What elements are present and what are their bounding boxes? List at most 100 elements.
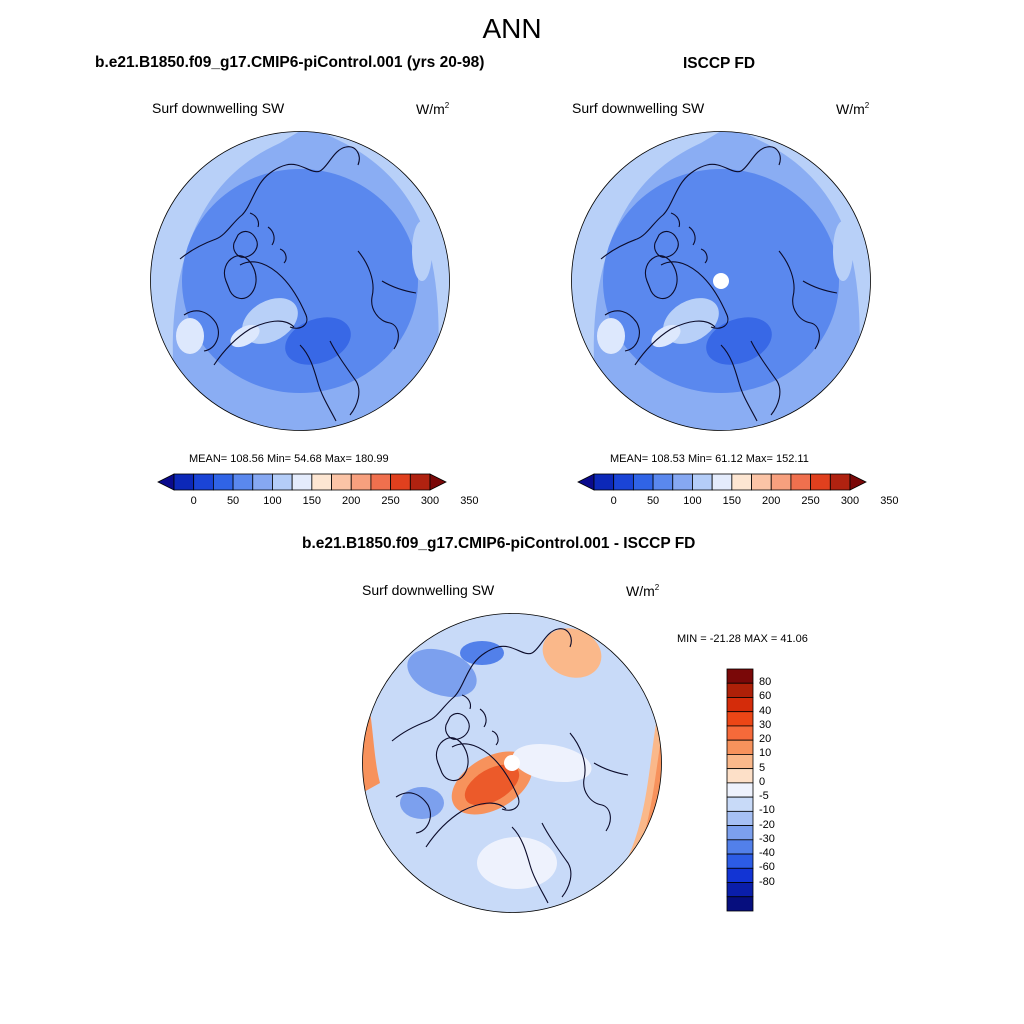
panel-title-diff: b.e21.B1850.f09_g17.CMIP6-piControl.001 … xyxy=(302,535,696,552)
colorbar-swatch xyxy=(193,473,214,491)
coastline xyxy=(381,280,417,294)
colorbar-tick-label: 200 xyxy=(762,495,781,507)
coastline xyxy=(445,712,470,740)
colorbar-swatch xyxy=(350,473,372,491)
field-region-high xyxy=(833,221,853,281)
coastline xyxy=(720,344,758,422)
colorbar-swatch xyxy=(311,473,332,491)
colorbar-obs xyxy=(577,473,867,491)
coastline xyxy=(511,826,549,904)
colorbar-swatch xyxy=(577,473,595,491)
colorbar-swatch xyxy=(726,739,754,755)
units-label-diff: W/m2 xyxy=(626,583,660,599)
field-region-high xyxy=(597,318,625,354)
units-label-model: W/m2 xyxy=(416,101,450,117)
coastline xyxy=(634,320,716,366)
field-region-negative xyxy=(400,787,444,819)
coastline xyxy=(660,261,729,329)
colorbar-swatch xyxy=(726,896,754,912)
map-border xyxy=(571,131,871,431)
coastline xyxy=(233,230,258,258)
colorbar-swatch xyxy=(593,473,615,491)
field-region-outer xyxy=(150,131,300,431)
colorbar-swatch xyxy=(726,782,754,798)
colorbar-swatch xyxy=(770,473,792,491)
colorbar-model xyxy=(157,473,447,491)
colorbar-swatch xyxy=(672,473,693,491)
coastline xyxy=(569,732,611,832)
pole-hole xyxy=(713,273,729,289)
coastline xyxy=(451,743,520,811)
colorbar-tick-label: 150 xyxy=(302,495,322,507)
colorbar-swatch xyxy=(810,473,831,491)
stats-model: MEAN= 108.56 Min= 54.68 Max= 180.99 xyxy=(189,453,389,465)
coastline xyxy=(604,310,640,352)
variable-label-diff: Surf downwelling SW xyxy=(362,582,495,598)
colorbar-swatch xyxy=(731,473,752,491)
colorbar-tick-label: 300 xyxy=(840,495,860,507)
colorbar-tick-label: -60 xyxy=(759,861,775,874)
colorbar-swatch xyxy=(252,473,273,491)
map-border xyxy=(362,613,662,913)
field-region-greenland xyxy=(230,324,260,348)
coastline xyxy=(706,146,781,173)
coastline xyxy=(425,802,507,848)
units-label-obs: W/m2 xyxy=(836,101,870,117)
coastline xyxy=(435,737,469,782)
coastline xyxy=(329,340,360,416)
colorbar-tick-label: 100 xyxy=(263,495,282,507)
colorbar-tick-label: 350 xyxy=(460,495,479,507)
colorbar-tick-label: -80 xyxy=(759,875,775,888)
field-region-near-zero xyxy=(512,743,592,783)
panel-title-model: b.e21.B1850.f09_g17.CMIP6-piControl.001 … xyxy=(95,54,485,71)
map-border xyxy=(150,131,450,431)
field-region-negative xyxy=(460,641,504,665)
field-region-high xyxy=(176,318,204,354)
colorbar-swatch xyxy=(726,810,754,826)
polar-map-model xyxy=(150,131,450,431)
colorbar-swatch xyxy=(409,473,431,491)
colorbar-tick-label: 300 xyxy=(420,495,440,507)
colorbar-swatch xyxy=(652,473,674,491)
field-region-outer xyxy=(741,131,871,431)
colorbar-tick-label: 0 xyxy=(610,495,617,507)
colorbar-tick-label: -40 xyxy=(759,847,775,860)
colorbar-swatch xyxy=(272,473,293,491)
colorbar-swatch xyxy=(726,796,754,812)
field-region-near-zero xyxy=(362,803,408,883)
colorbar-swatch xyxy=(726,725,754,741)
field-region-outer xyxy=(571,131,721,431)
colorbar-swatch xyxy=(726,867,754,883)
colorbar-swatch xyxy=(632,473,654,491)
colorbar-swatch xyxy=(370,473,392,491)
coastline xyxy=(541,822,572,898)
colorbar-swatch xyxy=(291,473,313,491)
panel-title-obs: ISCCP FD xyxy=(683,55,756,72)
colorbar-swatch xyxy=(726,697,754,713)
colorbar-diff xyxy=(726,668,754,912)
colorbar-swatch xyxy=(726,682,754,698)
colorbar-tick-label: 40 xyxy=(759,704,772,717)
coastline xyxy=(239,261,308,329)
colorbar-swatch xyxy=(829,473,851,491)
field-region-outer xyxy=(320,131,450,431)
coastline xyxy=(802,280,838,294)
variable-label-model: Surf downwelling SW xyxy=(152,100,285,116)
colorbar-swatch xyxy=(331,473,352,491)
colorbar-tick-label: 250 xyxy=(801,495,820,507)
field-region-low xyxy=(706,317,772,365)
colorbar-tick-label: 250 xyxy=(381,495,400,507)
colorbar-tick-label: 20 xyxy=(759,733,772,746)
field-region-near-zero xyxy=(477,837,557,889)
colorbar-swatch xyxy=(726,825,754,841)
field-region-low xyxy=(285,317,351,365)
coastline xyxy=(654,230,679,258)
coastline xyxy=(395,792,431,834)
colorbar-tick-label: 5 xyxy=(759,761,766,774)
colorbar-tick-label: 150 xyxy=(722,495,742,507)
colorbar-tick-label: -30 xyxy=(759,832,775,845)
coastline xyxy=(644,255,678,300)
colorbar-swatch xyxy=(726,853,754,869)
colorbar-swatch xyxy=(726,768,754,784)
